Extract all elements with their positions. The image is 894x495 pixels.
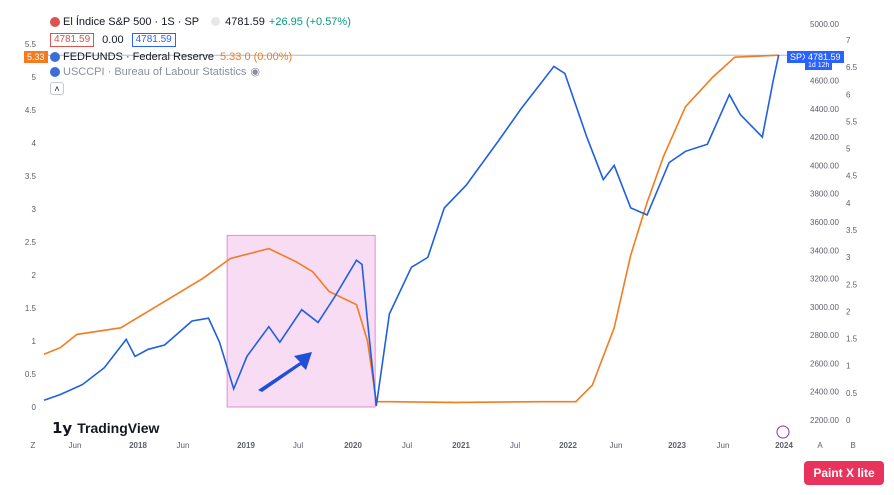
right-axis-tick: 2600.00 [810, 359, 839, 368]
left-axis-tick: 0.5 [25, 370, 37, 379]
left-axis-tick: 2 [32, 271, 37, 280]
fed-axis-tag: 5.33 [24, 51, 48, 63]
left-axis-tick: 0 [32, 403, 37, 412]
right-axis-tick: 3800.00 [810, 190, 839, 199]
spx-symbol-icon [50, 16, 60, 27]
right-axis2-tick: 5.5 [846, 117, 858, 126]
paint-watermark: Paint X lite [804, 461, 884, 485]
buy-price-box[interactable]: 4781.59 [131, 32, 176, 47]
fed-value: 5.33 0 (0.00%) [219, 50, 293, 63]
x-axis-tick: 2018 [129, 441, 147, 450]
x-axis-tick: A [817, 441, 823, 450]
right-axis-tick: 3200.00 [810, 275, 839, 284]
sell-price-box[interactable]: 4781.59 [50, 32, 95, 47]
left-axis-tick: 1 [32, 337, 37, 346]
right-axis2-tick: 4 [846, 199, 851, 208]
x-axis-tick: Jun [717, 441, 730, 450]
right-axis2-tick: 3.5 [846, 226, 858, 235]
x-axis-tick: 2021 [452, 441, 470, 450]
right-axis-tick: 4200.00 [810, 133, 839, 142]
right-axis-tick: 3400.00 [810, 246, 839, 255]
right-axis2-tick: 6.5 [846, 63, 858, 72]
right-axis-tick: 5000.00 [810, 20, 839, 29]
x-axis-tick: Jun [69, 441, 82, 450]
right-axis2-tick: 4.5 [846, 172, 858, 181]
x-axis-tick: Z [31, 441, 36, 450]
left-axis-tick: 5 [32, 73, 37, 82]
right-axis-tick: 2800.00 [810, 331, 839, 340]
x-axis-tick: B [850, 441, 855, 450]
spx-title[interactable]: El Índice S&P 500 · 1S · SP [63, 15, 200, 28]
spx-axis-tag-time: 1d 12h [805, 61, 833, 70]
x-axis-tick: Jul [402, 441, 412, 450]
right-axis-tick: 3000.00 [810, 303, 839, 312]
left-axis-tick: 5.5 [25, 40, 37, 49]
right-axis2-tick: 3 [846, 253, 851, 262]
left-axis-tick: 3 [32, 205, 37, 214]
price-dot-icon [211, 17, 221, 26]
tradingview-logo-text: TradingView [77, 420, 160, 436]
right-axis-tick: 4600.00 [810, 77, 839, 86]
left-axis-tick: 2.5 [25, 238, 37, 247]
x-axis-tick: Jul [510, 441, 520, 450]
left-axis-tick: 4.5 [25, 106, 37, 115]
cpi-flag-icon [50, 66, 60, 77]
tradingview-logo: 𝟭𝘆 TradingView [52, 419, 159, 437]
right-axis-tick: 2400.00 [810, 388, 839, 397]
right-axis-tick: 3600.00 [810, 218, 839, 227]
collapse-legend-icon[interactable]: ˄ [50, 82, 64, 95]
right-axis-tick: 2200.00 [810, 416, 839, 425]
cpi-title[interactable]: USCCPI · Bureau of Labour Statistics [63, 65, 247, 78]
right-axis2-tick: 6 [846, 90, 851, 99]
right-axis2-tick: 5 [846, 145, 851, 154]
right-axis-tick: 4400.00 [810, 105, 839, 114]
annotation-arrow [258, 352, 312, 392]
x-axis-tick: 2019 [237, 441, 255, 450]
right-axis2-tick: 7 [846, 36, 851, 45]
right-axis2-tick: 0.5 [846, 389, 858, 398]
spx-price: 4781.59 [225, 15, 265, 28]
right-axis-tick: 4000.00 [810, 161, 839, 170]
spx-axis-tag-value: 4781.59 [805, 51, 844, 63]
x-axis-tick: Jul [293, 441, 303, 450]
x-axis-tick: 2020 [344, 441, 362, 450]
x-axis-tick: 2022 [559, 441, 577, 450]
left-axis-tick: 3.5 [25, 172, 37, 181]
eye-hidden-icon[interactable]: ◉ [250, 66, 261, 78]
right-axis2-tick: 2.5 [846, 280, 858, 289]
right-axis2-tick: 0 [846, 416, 851, 425]
fedfunds-line [43, 54, 779, 404]
spread-value: 0.00 [102, 33, 124, 46]
left-axis-tick: 4 [32, 139, 37, 148]
x-axis-tick: 2024 [775, 441, 793, 450]
right-axis2-tick: 1 [846, 362, 851, 371]
x-axis-tick: Jun [177, 441, 190, 450]
right-axis2-tick: 1.5 [846, 335, 858, 344]
event-marker-icon [776, 425, 790, 439]
x-axis-tick: Jun [610, 441, 623, 450]
left-axis-tick: 1.5 [25, 304, 37, 313]
spx-line [43, 54, 780, 407]
spx-change: +26.95 (+0.57%) [268, 15, 351, 28]
fed-flag-icon [50, 51, 60, 62]
highlight-box [226, 234, 376, 408]
x-axis-tick: 2023 [668, 441, 686, 450]
right-axis2-tick: 2 [846, 307, 851, 316]
legend: El Índice S&P 500 · 1S · SP 4781.59 +26.… [50, 14, 351, 96]
tv-logo-icon: 𝟭𝘆 [52, 420, 73, 437]
fed-title[interactable]: FEDFUNDS · Federal Reserve [63, 50, 214, 63]
